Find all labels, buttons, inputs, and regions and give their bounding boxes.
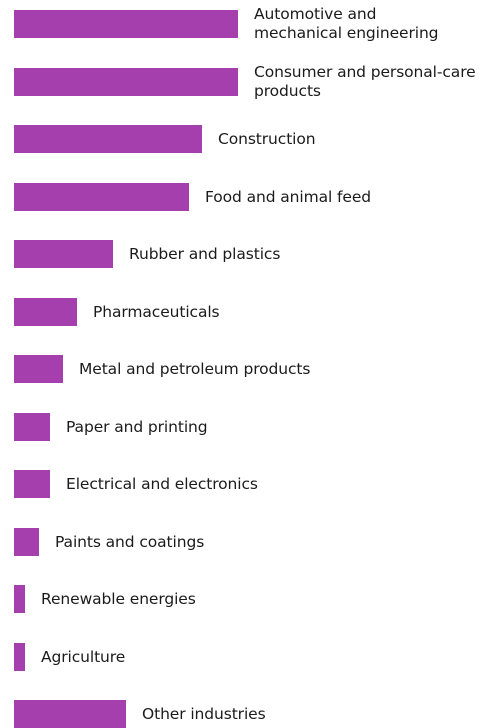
bar (14, 700, 126, 728)
bar (14, 528, 39, 556)
bar (14, 298, 77, 326)
bar (14, 643, 25, 671)
bar-label: Agriculture (41, 648, 126, 666)
bar (14, 10, 238, 38)
bar-label: Pharmaceuticals (93, 303, 220, 321)
bar-label: Automotive and mechanical engineering (254, 5, 439, 42)
bar-label: Renewable energies (41, 590, 196, 608)
bar (14, 470, 50, 498)
bar-label: Paints and coatings (55, 533, 205, 551)
bar (14, 413, 50, 441)
bar-label: Food and animal feed (205, 188, 372, 206)
bar-label: Construction (218, 130, 316, 148)
bar (14, 585, 25, 613)
bar-label: Rubber and plastics (129, 245, 281, 263)
bar (14, 183, 189, 211)
bar-label: Paper and printing (66, 418, 208, 436)
bar (14, 355, 63, 383)
bar (14, 125, 202, 153)
bar-label: Metal and petroleum products (79, 360, 311, 378)
bar-label: Consumer and personal-care products (254, 63, 476, 100)
bar (14, 240, 113, 268)
bar (14, 68, 238, 96)
bar-label: Electrical and electronics (66, 475, 258, 493)
